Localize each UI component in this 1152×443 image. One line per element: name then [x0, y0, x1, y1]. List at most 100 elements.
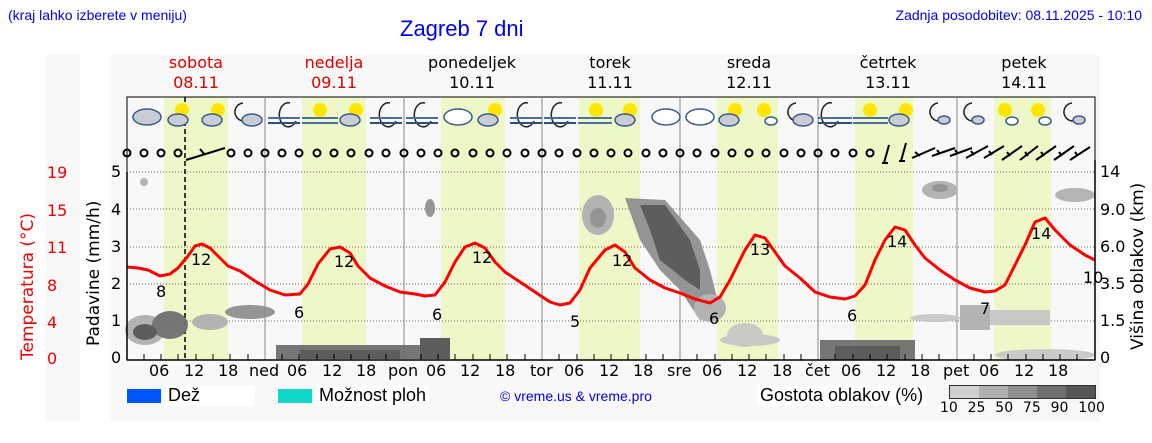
x-tick: 06 — [426, 361, 447, 380]
x-tick: čet — [805, 361, 830, 380]
partly-sunny-icon — [757, 103, 778, 126]
day-header: sreda 12.11 — [726, 53, 772, 92]
precip-tick: 1 — [111, 311, 122, 330]
partly-sunny-icon — [718, 103, 742, 127]
night-fog-icon — [510, 102, 542, 128]
density-tick: 100 — [1078, 400, 1105, 416]
temp-tick: 19 — [47, 163, 68, 182]
x-tick: sre — [667, 361, 692, 380]
x-tick: 18 — [356, 361, 377, 380]
x-tick: 18 — [495, 361, 516, 380]
sunny-fog-icon — [578, 103, 612, 124]
precip-tick: 5 — [111, 162, 122, 181]
svg-text:6: 6 — [847, 306, 857, 325]
cloud-tick: 14 — [1100, 162, 1121, 181]
svg-text:12: 12 — [472, 248, 492, 267]
partly-sunny-icon — [339, 103, 363, 127]
cloudy-icon — [132, 108, 162, 126]
svg-text:8: 8 — [156, 282, 166, 301]
x-tick-marks — [143, 354, 1078, 360]
cloud-tick: 9.0 — [1100, 200, 1126, 219]
x-tick: 12 — [460, 361, 481, 380]
night-fog-icon — [268, 102, 300, 128]
svg-text:6: 6 — [432, 305, 442, 324]
temp-tick: 8 — [47, 276, 58, 295]
density-tick: 10 — [940, 400, 958, 416]
temp-tick: 4 — [47, 313, 58, 332]
storm-swatch — [278, 389, 312, 403]
cloud-tick: 1.5 — [1100, 311, 1126, 330]
temperature-axis-panel — [45, 55, 80, 422]
x-tick: 06 — [287, 361, 308, 380]
night-fog-icon — [544, 102, 576, 128]
x-tick: 06 — [702, 361, 723, 380]
wind-calm-markers — [122, 148, 875, 158]
night-fog-icon — [818, 102, 852, 128]
cloud-density-label: Gostota oblakov (%) — [757, 385, 927, 406]
weather-icons — [132, 102, 1086, 128]
x-tick: ned — [249, 361, 280, 380]
page-title: Zagreb 7 dni — [400, 16, 524, 41]
svg-text:6: 6 — [709, 309, 719, 328]
night-cloudy-icon — [963, 102, 985, 125]
temp-tick: 11 — [47, 238, 68, 257]
svg-text:7: 7 — [980, 299, 990, 318]
temp-tick: 15 — [47, 201, 68, 220]
partly-sunny-icon — [167, 103, 189, 127]
night-fog-icon — [370, 102, 402, 128]
x-tick: 12 — [1014, 361, 1035, 380]
svg-text:12: 12 — [191, 250, 211, 269]
night-cloudy-icon — [1063, 102, 1086, 125]
partly-sunny-icon — [614, 103, 637, 127]
svg-text:13: 13 — [750, 240, 770, 259]
svg-text:14: 14 — [887, 232, 907, 251]
day-header: ponedeljek 10.11 — [428, 53, 516, 92]
x-tick: 06 — [149, 361, 170, 380]
density-tick: 75 — [1022, 400, 1041, 416]
copyright-link[interactable]: © vreme.us & vreme.pro — [500, 388, 652, 404]
wind-barbs — [185, 142, 1091, 164]
x-tick: 06 — [564, 361, 585, 380]
daylight-bands — [164, 97, 1051, 360]
cloud-tick: 0 — [1100, 348, 1111, 367]
x-tick: pet — [943, 361, 970, 380]
svg-text:14: 14 — [1031, 224, 1051, 243]
cloudy-icon — [443, 108, 473, 126]
x-tick: 12 — [322, 361, 343, 380]
rain-swatch — [127, 389, 161, 403]
cloud-density-scale — [949, 385, 1096, 399]
cloudy-icon — [685, 108, 715, 126]
storm-label: Možnost ploh — [316, 385, 430, 406]
night-cloudy-icon — [929, 102, 951, 125]
x-tick: 18 — [633, 361, 654, 380]
cloud-density-ticks: 10 25 50 75 90 100 — [940, 400, 1105, 416]
density-tick: 25 — [967, 400, 986, 416]
cloud-tick: 3.5 — [1100, 274, 1126, 293]
x-tick: 18 — [772, 361, 793, 380]
x-tick: 18 — [218, 361, 239, 380]
rain-label: Dež — [165, 385, 256, 406]
cloud-tick: 6.0 — [1100, 237, 1126, 256]
sunny-fog-icon — [853, 103, 888, 124]
x-tick: 06 — [979, 361, 1000, 380]
svg-text:12: 12 — [612, 251, 632, 270]
x-tick: 12 — [599, 361, 620, 380]
last-update: Zadnja posodobitev: 08.11.2025 - 10:10 — [895, 7, 1142, 23]
night-fog-icon — [406, 102, 438, 128]
sunny-fog-icon — [302, 103, 338, 124]
temperature-values: 8 12 6 12 6 12 5 12 6 13 6 14 7 14 10 — [156, 224, 1103, 331]
svg-text:10: 10 — [1083, 268, 1103, 287]
temp-tick: 0 — [47, 349, 58, 368]
density-tick: 90 — [1050, 400, 1069, 416]
day-header: torek 11.11 — [587, 53, 633, 92]
density-tick: 50 — [995, 400, 1014, 416]
temperature-line — [126, 216, 1096, 307]
precip-tick: 2 — [111, 274, 122, 293]
cloud-density — [125, 178, 1095, 361]
x-tick: 18 — [910, 361, 931, 380]
day-header: sobota 08.11 — [168, 53, 224, 92]
x-tick: 06 — [841, 361, 862, 380]
cloudy-icon — [651, 108, 681, 126]
x-tick: tor — [530, 361, 553, 380]
